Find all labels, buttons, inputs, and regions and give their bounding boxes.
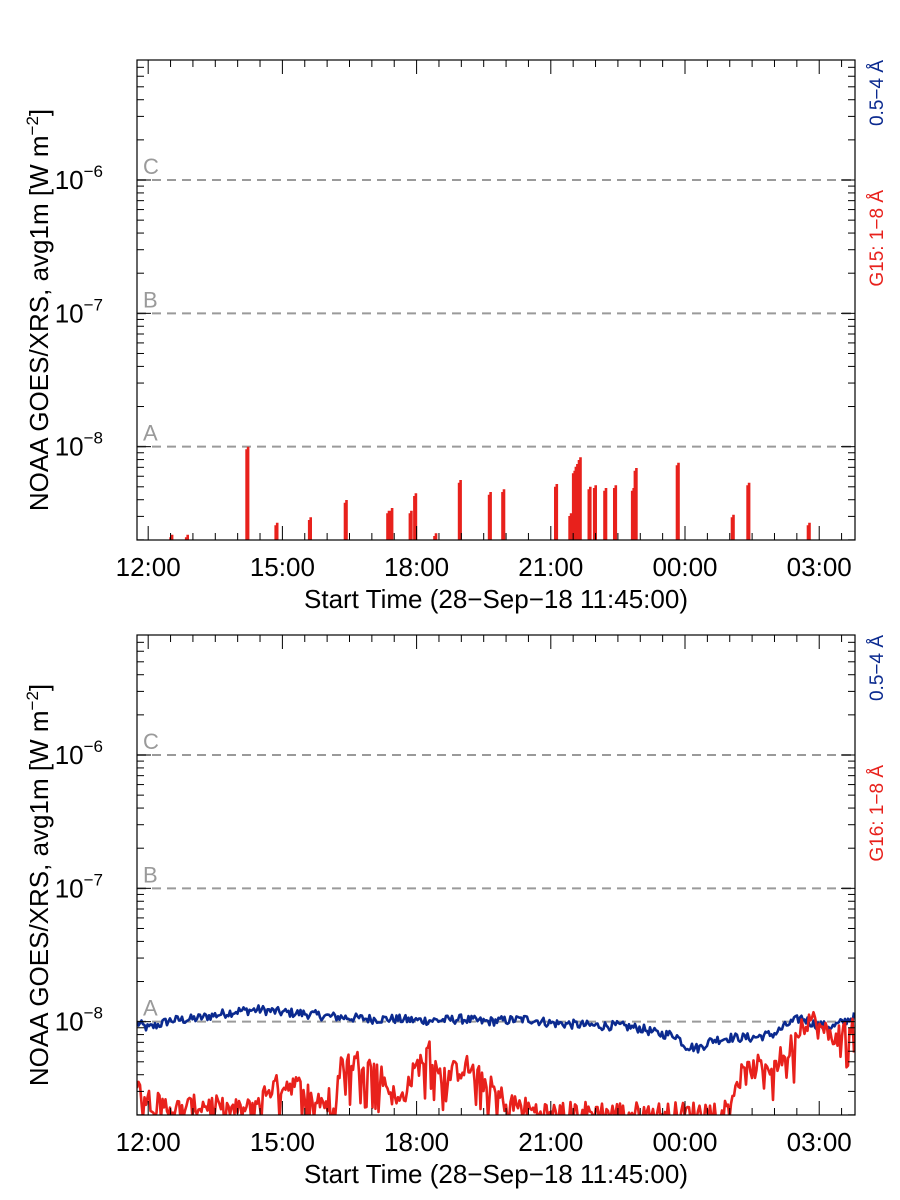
y-tick-label-base: 10 [55, 298, 84, 328]
y-tick-label-base: 10 [55, 1007, 84, 1037]
x-tick-label: 21:00 [518, 552, 583, 582]
series-line-0 [169, 446, 811, 540]
y-tick-label-exponent: −8 [84, 1004, 103, 1023]
plot-frame [136, 634, 856, 1116]
series-line-1 [137, 1010, 855, 1115]
y-axis-label-main: NOAA GOES/XRS, avg1m [W m [24, 135, 54, 511]
y-axis-label: NOAA GOES/XRS, avg1m [W m−2] [23, 684, 54, 1086]
flare-level-label-A: A [143, 421, 158, 446]
y-tick-label: 10−6 [55, 737, 103, 770]
flare-level-label-B: B [143, 862, 158, 887]
y-tick-label-base: 10 [55, 873, 84, 903]
y-tick-label-exponent: −8 [84, 429, 103, 448]
y-tick-label-exponent: −7 [84, 295, 103, 314]
x-tick-label: 21:00 [518, 1127, 583, 1157]
y-tick-label-exponent: −6 [84, 737, 103, 756]
flare-level-label-A: A [143, 996, 158, 1021]
y-tick-label-exponent: −7 [84, 870, 103, 889]
x-tick-label: 03:00 [787, 1127, 852, 1157]
x-tick-label: 00:00 [652, 552, 717, 582]
series-group [137, 1004, 855, 1115]
y-tick-label-base: 10 [55, 432, 84, 462]
y-tick-label: 10−8 [55, 429, 103, 462]
y-tick-label: 10−7 [55, 295, 103, 328]
y-tick-label-exponent: −6 [84, 162, 103, 181]
series-line-0 [137, 1004, 855, 1054]
flare-level-label-B: B [143, 287, 158, 312]
y-tick-label-base: 10 [55, 165, 84, 195]
y-tick-label: 10−6 [55, 162, 103, 195]
right-label-1-8: G15: 1−8 Å [867, 190, 888, 287]
y-axis-label-close: ] [24, 684, 54, 691]
x-tick-label: 15:00 [250, 1127, 315, 1157]
y-tick-label: 10−7 [55, 870, 103, 903]
x-tick-label: 15:00 [250, 552, 315, 582]
right-label-0p5-4: 0.5−4 Å [867, 60, 888, 126]
y-axis-label-exponent: −2 [23, 116, 42, 135]
y-axis-label-main: NOAA GOES/XRS, avg1m [W m [24, 710, 54, 1086]
x-tick-label: 18:00 [384, 1127, 449, 1157]
series-group [169, 446, 811, 540]
flare-level-label-C: C [143, 154, 159, 179]
x-axis-label: Start Time (28−Sep−18 11:45:00) [304, 1159, 688, 1189]
x-tick-label: 03:00 [787, 552, 852, 582]
right-label-1-8: G16: 1−8 Å [867, 765, 888, 862]
x-tick-label: 00:00 [652, 1127, 717, 1157]
y-axis-label-close: ] [24, 109, 54, 116]
flare-level-label-C: C [143, 729, 159, 754]
plot-frame [136, 59, 856, 541]
y-axis-label: NOAA GOES/XRS, avg1m [W m−2] [23, 109, 54, 511]
right-label-0p5-4: 0.5−4 Å [867, 635, 888, 701]
y-tick-label-base: 10 [55, 740, 84, 770]
y-tick-label: 10−8 [55, 1004, 103, 1037]
x-tick-label: 12:00 [116, 1127, 181, 1157]
x-axis-label: Start Time (28−Sep−18 11:45:00) [304, 584, 688, 614]
x-tick-label: 12:00 [116, 552, 181, 582]
x-tick-label: 18:00 [384, 552, 449, 582]
y-axis-label-exponent: −2 [23, 691, 42, 710]
